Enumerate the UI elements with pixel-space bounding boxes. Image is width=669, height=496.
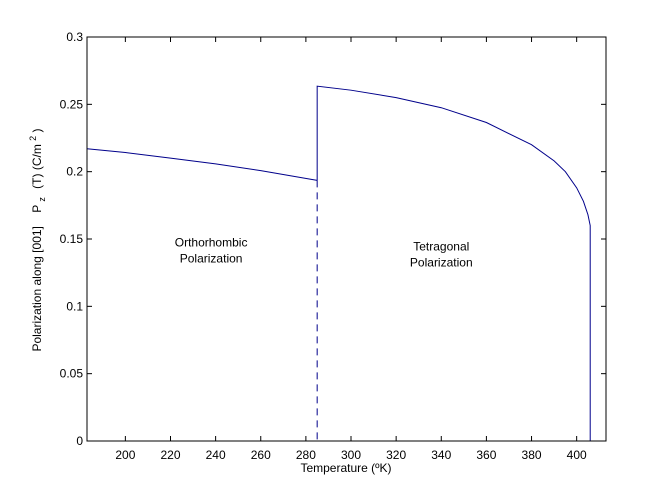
x-tick-label: 240 (206, 448, 226, 462)
plot-layer (86, 85, 591, 441)
x-tick-label: 280 (296, 448, 316, 462)
y-tick-label: 0.2 (66, 165, 83, 179)
annotation-line: Orthorhombic (175, 235, 248, 249)
x-tick-label: 220 (160, 448, 180, 462)
x-tick-label: 360 (476, 448, 496, 462)
y-label-subscript: z (37, 197, 47, 202)
y-label-symbol: P (30, 205, 44, 213)
x-tick-label: 400 (567, 448, 587, 462)
y-tick-label: 0.3 (66, 30, 83, 44)
x-tick-label: 260 (251, 448, 271, 462)
phase-annotation: Orthorhombic Polarization (175, 235, 248, 265)
x-tick-label: 200 (115, 448, 135, 462)
series-line-3 (316, 85, 591, 441)
y-label-mid: (T) (C/m (30, 144, 44, 189)
y-axis-label: Polarization along [001] P z (T) (C/m 2 … (25, 128, 48, 351)
y-label-suffix: ) (30, 128, 44, 132)
tick-layer: 200 220 240 260 280 300 320 340 360 380 400 0 0.05 0.… (60, 30, 606, 462)
y-tick-label: 0 (76, 434, 83, 448)
y-label-prefix: Polarization along [001] (30, 226, 44, 351)
y-tick-label: 0.25 (60, 97, 84, 111)
x-tick-label: 300 (341, 448, 361, 462)
x-tick-label: 340 (431, 448, 451, 462)
y-tick-label: 0.05 (60, 367, 84, 381)
x-tick-label: 380 (522, 448, 542, 462)
y-label-superscript: 2 (28, 136, 38, 141)
series-line-1 (86, 148, 318, 181)
annotation-line: Polarization (410, 255, 473, 269)
y-tick-label: 0.15 (60, 232, 84, 246)
annotation-layer: Orthorhombic Polarization Tetragonal Polari… (175, 235, 473, 269)
y-tick-label: 0.1 (66, 299, 83, 313)
x-axis-label: Temperature (ºK) (300, 461, 391, 475)
annotation-line: Tetragonal (413, 239, 469, 253)
phase-annotation: Tetragonal Polarization (410, 239, 473, 269)
x-tick-label: 320 (386, 448, 406, 462)
annotation-line: Polarization (180, 251, 243, 265)
